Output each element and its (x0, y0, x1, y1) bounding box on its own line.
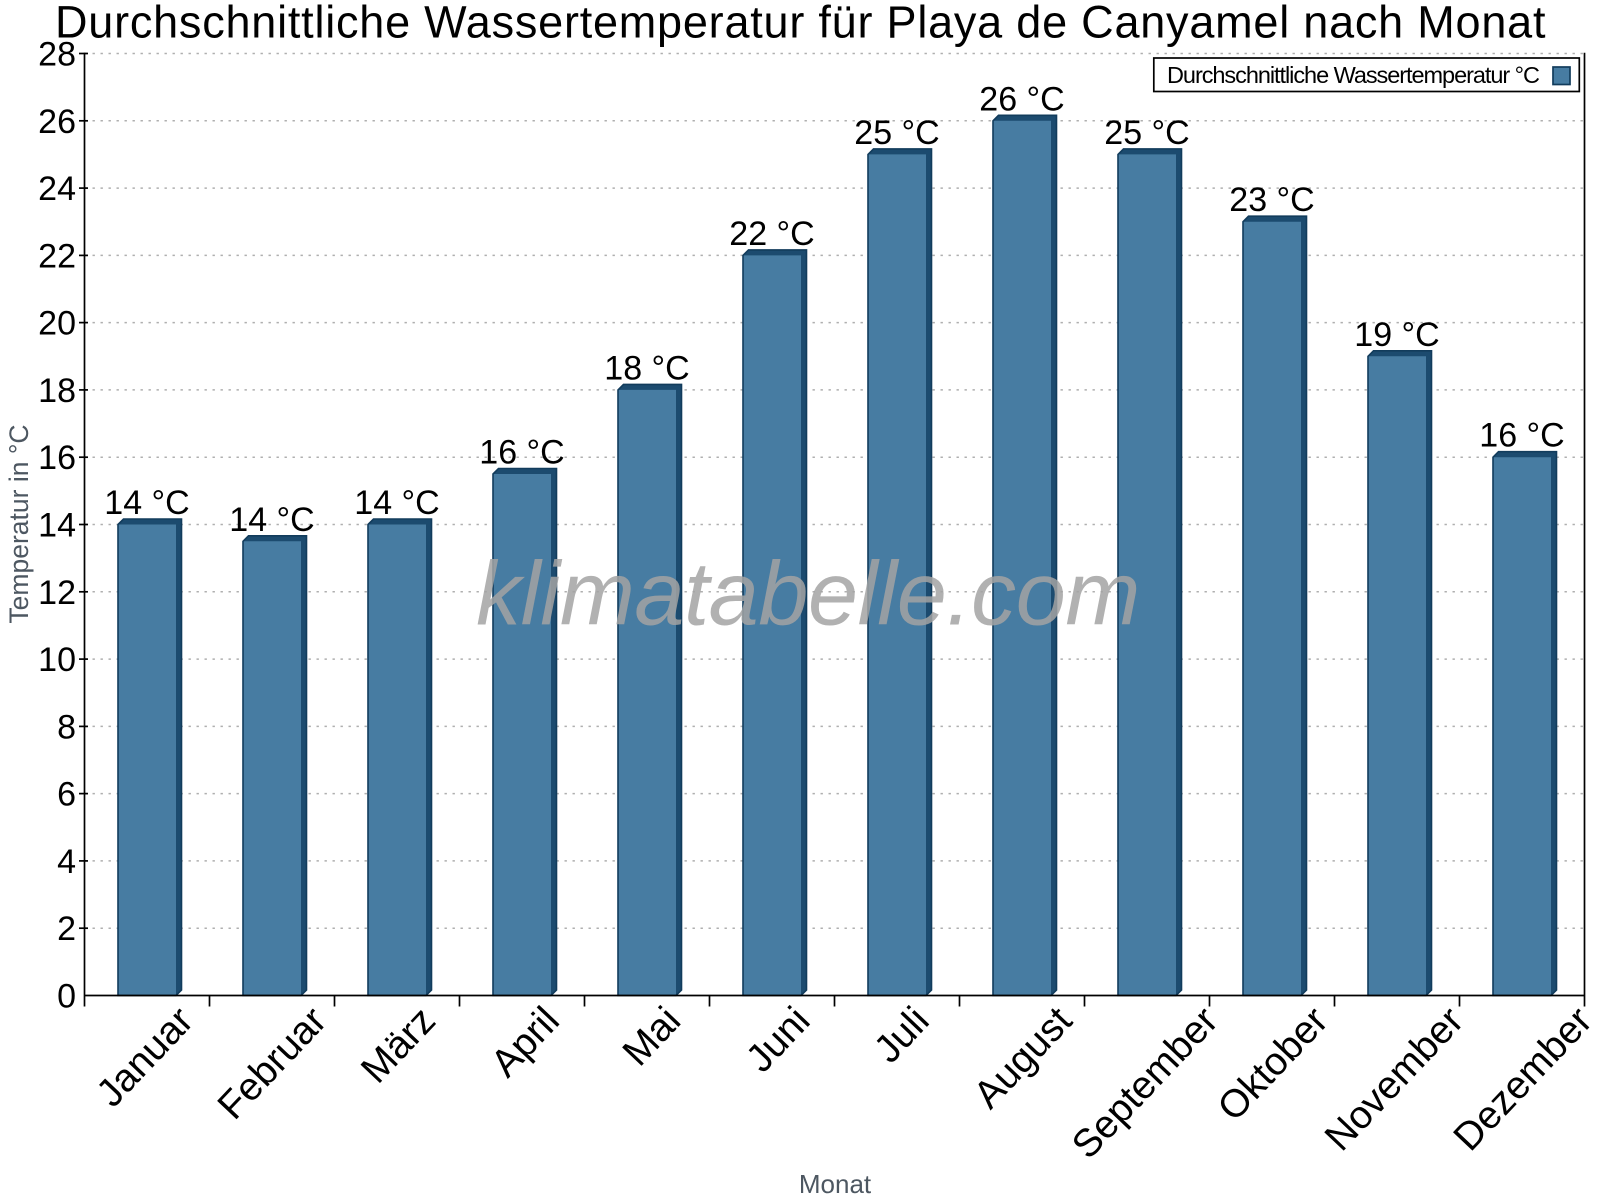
svg-text:16 °C: 16 °C (1479, 417, 1564, 455)
svg-text:klimatabelle.com: klimatabelle.com (476, 545, 1140, 645)
svg-text:22 °C: 22 °C (729, 215, 814, 253)
svg-text:Temperatur in °C: Temperatur in °C (4, 424, 34, 623)
svg-text:25 °C: 25 °C (1104, 114, 1189, 152)
svg-text:23 °C: 23 °C (1229, 181, 1314, 219)
svg-text:25 °C: 25 °C (854, 114, 939, 152)
svg-text:12: 12 (38, 574, 76, 612)
svg-text:0: 0 (57, 978, 76, 1016)
svg-text:8: 8 (57, 708, 76, 746)
svg-text:6: 6 (57, 776, 76, 814)
svg-text:Durchschnittliche Wassertemper: Durchschnittliche Wassertemperatur °C (1167, 62, 1540, 88)
svg-text:Durchschnittliche Wassertemper: Durchschnittliche Wassertemperatur für P… (55, 0, 1546, 48)
svg-text:19 °C: 19 °C (1354, 316, 1439, 354)
svg-text:2: 2 (57, 910, 76, 948)
svg-text:14 °C: 14 °C (354, 484, 439, 522)
svg-text:16: 16 (38, 439, 76, 477)
svg-text:4: 4 (57, 843, 76, 881)
svg-text:28: 28 (38, 36, 76, 74)
svg-text:18 °C: 18 °C (604, 349, 689, 387)
svg-text:14 °C: 14 °C (229, 501, 314, 539)
svg-text:26 °C: 26 °C (979, 80, 1064, 118)
svg-text:10: 10 (38, 641, 76, 679)
svg-text:26: 26 (38, 103, 76, 141)
svg-text:Monat: Monat (799, 1169, 872, 1199)
svg-text:22: 22 (38, 237, 76, 275)
svg-text:14: 14 (38, 507, 76, 545)
svg-text:24: 24 (38, 170, 76, 208)
svg-text:16 °C: 16 °C (479, 434, 564, 472)
svg-text:14 °C: 14 °C (104, 484, 189, 522)
svg-text:20: 20 (38, 305, 76, 343)
svg-text:18: 18 (38, 372, 76, 410)
